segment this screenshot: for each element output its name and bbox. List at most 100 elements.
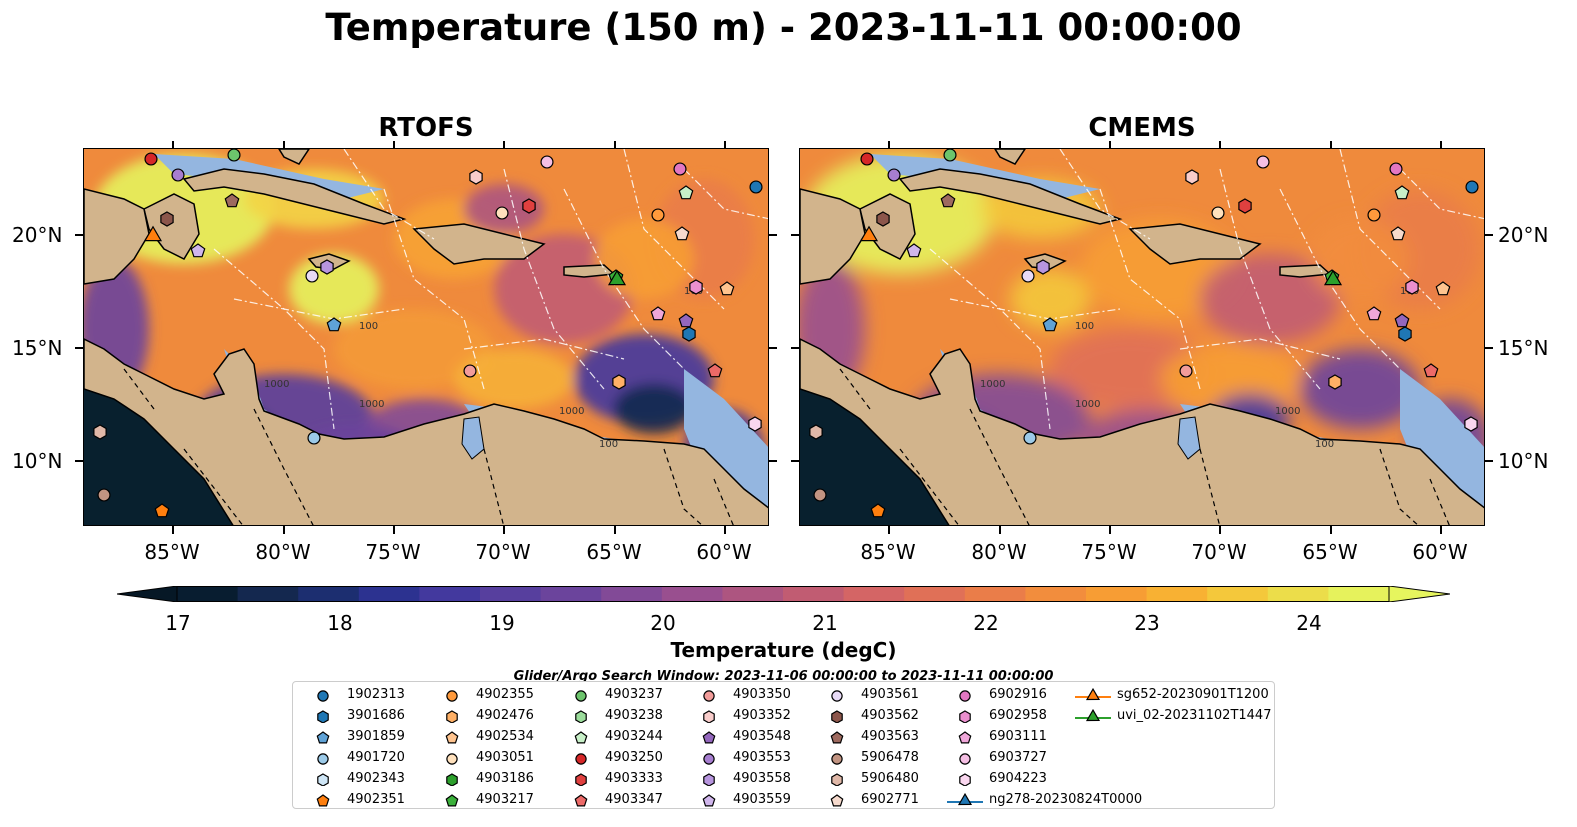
legend-marker	[317, 753, 329, 765]
float-marker-4903333	[522, 198, 536, 214]
float-marker-3901686	[682, 326, 696, 342]
legend-marker	[703, 773, 715, 786]
colorbar	[117, 586, 1450, 602]
float-marker-4902355	[1367, 208, 1381, 222]
land-mass	[412, 223, 546, 265]
legend-marker-uvi_02-20231102T1447	[1085, 709, 1101, 722]
float-marker-6902771	[1390, 226, 1406, 241]
float-marker-6904223	[748, 416, 762, 432]
legend-marker	[703, 753, 715, 765]
float-marker-5906478	[97, 488, 111, 502]
legend-marker-5906478	[831, 753, 843, 765]
legend-marker	[959, 773, 971, 786]
land-mass	[84, 338, 768, 525]
colorbar-segment	[1328, 586, 1390, 602]
colorbar-segment	[1146, 586, 1208, 602]
legend-label: 4903051	[476, 750, 534, 765]
colorbar-segment	[783, 586, 845, 602]
axis-tick	[503, 141, 505, 148]
axis-tick	[283, 526, 285, 534]
axis-tick	[1330, 526, 1332, 534]
legend-marker-6902771	[830, 794, 844, 807]
legend-marker	[446, 773, 458, 786]
axis-tick	[393, 141, 395, 148]
colorbar-segment	[1207, 586, 1269, 602]
legend-label: 4903559	[733, 792, 791, 807]
legend-marker	[703, 710, 715, 723]
float-marker-4903559	[190, 243, 206, 258]
legend-marker-4903559	[702, 794, 716, 807]
glider-marker-sg652-20230901T1200	[859, 225, 879, 242]
colorbar-segment	[1025, 586, 1087, 602]
axis-tick	[75, 460, 83, 462]
lon-label: 60°W	[1412, 540, 1468, 564]
float-marker-4903051	[1211, 206, 1225, 220]
panel-title-rtofs: RTOFS	[378, 113, 474, 143]
axis-tick	[75, 347, 83, 349]
legend-label: 6903727	[989, 750, 1047, 765]
colorbar-segment	[1086, 586, 1148, 602]
float-marker-6902916	[1389, 162, 1403, 176]
lat-label: 15°N	[1498, 336, 1549, 360]
colorbar-segment	[661, 586, 723, 602]
axis-tick	[1219, 526, 1221, 534]
contour-label: 1000	[1075, 399, 1100, 410]
legend-marker-sg652-20230901T1200	[1085, 688, 1101, 701]
axis-tick	[769, 234, 777, 236]
legend-marker-4903250	[575, 753, 587, 765]
colorbar-segment	[177, 586, 239, 602]
float-marker-4903561	[305, 269, 319, 283]
colorbar-tick: 18	[327, 611, 353, 635]
float-marker-4903352	[1185, 169, 1199, 185]
land-mass	[1128, 223, 1262, 265]
colorbar-tick: 22	[973, 611, 999, 635]
axis-tick	[1109, 141, 1111, 148]
float-marker-4903558	[1036, 259, 1050, 275]
float-marker-4903352	[469, 169, 483, 185]
float-marker-4903333	[1238, 198, 1252, 214]
lon-label: 85°W	[144, 540, 200, 564]
national-border	[253, 408, 314, 525]
legend-label: 4902351	[347, 792, 405, 807]
land-mass	[800, 188, 866, 285]
legend-label: 4901720	[347, 750, 405, 765]
float-marker-4903237	[943, 149, 957, 162]
legend-marker	[317, 710, 329, 723]
lon-label: 70°W	[475, 540, 531, 564]
legend-label: 3901686	[347, 708, 405, 723]
national-border	[183, 448, 244, 525]
legend-marker-4903347	[574, 794, 588, 807]
colorbar-tick: 20	[650, 611, 676, 635]
float-marker-4902534	[719, 281, 735, 296]
legend-marker-4902343	[317, 773, 329, 786]
float-marker-5906478	[813, 488, 827, 502]
national-border	[969, 408, 1030, 525]
legend-marker-4903333	[575, 773, 587, 786]
colorbar-tick: 17	[165, 611, 191, 635]
float-marker-4901720	[307, 431, 321, 445]
axis-tick	[172, 141, 174, 148]
axis-tick	[724, 141, 726, 148]
legend-marker	[702, 794, 716, 807]
legend-label: 4903561	[861, 687, 919, 702]
legend-label: 4903238	[605, 708, 663, 723]
float-marker-1902313	[1465, 180, 1479, 194]
eez-boundary	[463, 338, 625, 360]
land-mass	[994, 149, 1026, 165]
colorbar-tick: 24	[1296, 611, 1322, 635]
lon-label: 85°W	[860, 540, 916, 564]
float-marker-6902771	[674, 226, 690, 241]
axis-tick	[769, 347, 777, 349]
colorbar-segment	[480, 586, 542, 602]
legend-label: sg652-20230901T1200	[1117, 687, 1269, 702]
contour-label: 100	[359, 321, 378, 332]
float-marker-4903237	[227, 149, 241, 162]
continental-shelf	[684, 369, 768, 525]
legend-marker	[575, 690, 587, 702]
legend-marker	[446, 753, 458, 765]
colorbar-frame	[176, 586, 1390, 602]
float-marker-3901686	[1398, 326, 1412, 342]
legend-marker-6902958	[959, 710, 971, 723]
legend-label: uvi_02-20231102T1447	[1117, 708, 1272, 723]
legend-marker	[446, 690, 458, 702]
